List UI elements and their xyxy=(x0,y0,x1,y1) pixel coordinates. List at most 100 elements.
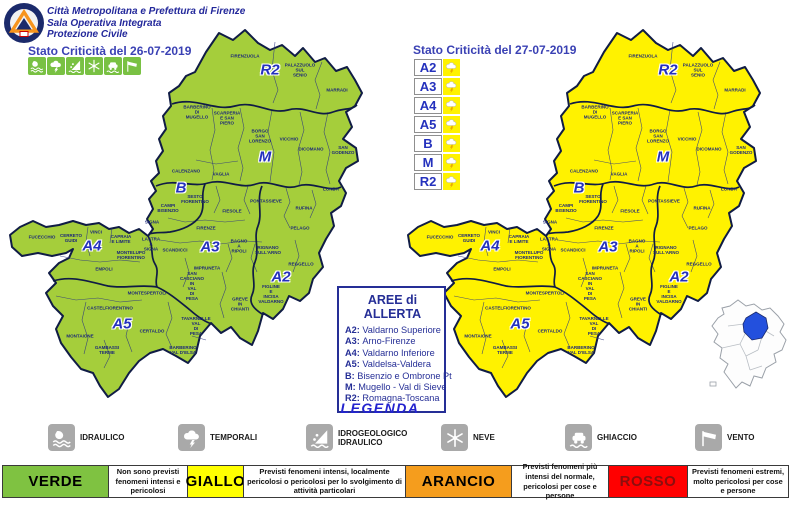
municipality-label: MONTAIONE xyxy=(66,333,94,339)
neve-icon xyxy=(88,59,100,73)
map-stato-criticita-27-07-2019: FIRENZUOLA PALAZZUOLO SUL SENIO MARRADI BAR… xyxy=(398,25,768,405)
alert-level-arancio: ARANCIO xyxy=(405,465,512,498)
hazard-box-idraulico xyxy=(28,57,46,75)
alert-level-rosso: ROSSO xyxy=(608,465,688,498)
alert-description-arancio: Previsti fenomeni più intensi del normal… xyxy=(511,462,609,500)
ghiaccio-icon-box xyxy=(565,424,592,451)
municipality-label: SCARPERIA E SAN PIERO xyxy=(213,110,241,126)
municipality-label: SESTO FIORENTINO xyxy=(181,194,209,204)
alert-level-giallo: GIALLO xyxy=(186,465,245,498)
protezione-civile-logo-icon xyxy=(3,2,45,44)
aree-item-A2: A2: Valdarno Superiore xyxy=(345,325,441,335)
municipality-label: GAMBASSI TERME xyxy=(492,345,518,355)
municipality-label: VINCI xyxy=(89,229,103,235)
municipality-label: BARBERINO DI MUGELLO xyxy=(581,104,609,120)
municipality-label: SAN CASCIANO IN VAL DI PESA xyxy=(577,271,603,301)
municipality-label: FIRENZUOLA xyxy=(628,53,658,59)
municipality-label: BORGO SAN LORENZO xyxy=(647,128,669,144)
idraulico-icon-box xyxy=(48,424,75,451)
zone-label-A4: A4 xyxy=(480,237,500,255)
aree-item-A5: A5: Valdelsa-Valdera xyxy=(345,359,431,370)
legend-label: NEVE xyxy=(473,433,495,442)
municipality-label: EMPOLI xyxy=(493,266,511,272)
municipality-label: MONTESPERTOLI xyxy=(127,290,167,296)
alert-scale-bar: VERDE Non sono previsti fenomeni intensi … xyxy=(2,462,789,500)
vento-icon xyxy=(701,430,716,446)
zone-label-A2: A2 xyxy=(669,268,689,286)
zone-hazard-cell-temporali xyxy=(443,59,460,76)
zone-label-R2: R2 xyxy=(260,61,280,79)
municipality-label: GREVE IN CHIANTI xyxy=(628,296,648,312)
zone-status-row-A4: A4 xyxy=(414,97,460,114)
municipality-label: FIGLINE E INCISA VALDARNO xyxy=(258,284,284,304)
temporali-icon xyxy=(446,176,457,188)
neve-icon-box xyxy=(441,424,468,451)
zone-hazard-cell-temporali xyxy=(443,135,460,152)
temporali-icon xyxy=(183,429,199,448)
municipality-label: BAGNO A RIPOLI xyxy=(230,238,248,254)
legend-label: TEMPORALI xyxy=(210,433,258,442)
zone-status-row-A2: A2 xyxy=(414,59,460,76)
municipality-label: CERTALDO xyxy=(139,328,165,334)
municipality-label: IMPRUNETA xyxy=(591,265,619,271)
municipality-label: PALAZZUOLO SUL SENIO xyxy=(682,62,714,78)
hazard-icon-row xyxy=(28,57,141,75)
hazard-box-idrogeologico xyxy=(66,57,84,75)
status-title-right: Stato Criticità del 27-07-2019 xyxy=(413,43,577,57)
status-title-left: Stato Criticità del 26-07-2019 xyxy=(28,44,192,58)
municipality-label: CERRETO GUIDI xyxy=(458,233,480,243)
zone-code: A3 xyxy=(414,78,442,95)
ghiaccio-icon xyxy=(569,432,588,448)
aree-item-R2: R2: Romagna-Toscana xyxy=(345,393,440,404)
zone-hazard-cell-temporali xyxy=(443,116,460,133)
municipality-label: CAPRAIA E LIMITE xyxy=(508,234,530,244)
alert-description-rosso: Previsti fenomeni estremi, molto pericol… xyxy=(687,465,789,498)
temporali-icon xyxy=(446,157,457,169)
zone-hazard-cell-temporali xyxy=(443,154,460,171)
zone-label-A3: A3 xyxy=(200,238,220,256)
zone-code: B xyxy=(414,135,442,152)
zone-label-M: M xyxy=(656,148,670,166)
org-line-3: Protezione Civile xyxy=(47,29,128,40)
municipality-label: FIGLINE E INCISA VALDARNO xyxy=(656,284,682,304)
municipality-label: IMPRUNETA xyxy=(193,265,221,271)
legend-label: IDROGEOLOGICO IDRAULICO xyxy=(338,428,408,447)
municipality-label: RIGNANO SULL'ARNO xyxy=(254,245,282,255)
hazard-box-neve xyxy=(85,57,103,75)
municipality-label: CASTELFIORENTINO xyxy=(87,305,133,311)
municipality-label: MARRADI xyxy=(326,87,348,93)
zone-label-M: M xyxy=(258,148,272,166)
aree-di-allerta-title: AREE di ALLERTA xyxy=(363,293,422,321)
municipality-label: CALENZANO xyxy=(171,168,201,174)
aree-di-allerta-list: A2: Valdarno Superiore A3: Arno-Firenze A4… xyxy=(345,325,452,405)
org-line-2: Sala Operativa Integrata xyxy=(47,17,162,29)
zone-code: A2 xyxy=(414,59,442,76)
hazard-box-vento xyxy=(123,57,141,75)
temporali-icon xyxy=(446,119,457,131)
municipality-label: DICOMANO xyxy=(696,146,722,152)
idrogeologico-icon xyxy=(310,429,329,448)
municipality-label: EMPOLI xyxy=(95,266,113,272)
ghiaccio-icon xyxy=(106,62,120,73)
municipality-label: TAVARNELLE VAL DI PESA xyxy=(579,316,609,336)
vento-icon xyxy=(127,61,137,72)
municipality-label: CERRETO GUIDI xyxy=(60,233,82,243)
municipality-label: DICOMANO xyxy=(298,146,324,152)
municipality-label: PALAZZUOLO SUL SENIO xyxy=(284,62,316,78)
aree-item-B: B: Bisenzio e Ombrone Pt xyxy=(345,370,452,381)
org-header: Città Metropolitana e Prefettura di Fire… xyxy=(47,6,245,41)
zone-code: M xyxy=(414,154,442,171)
zone-label-A3: A3 xyxy=(598,238,618,256)
idrogeologico-icon xyxy=(68,60,82,73)
municipality-label: BARBERINO VAL D'ELSA xyxy=(169,345,197,355)
municipality-label: FIRENZE xyxy=(594,225,614,231)
municipality-label: FIESOLE xyxy=(222,208,242,214)
neve-icon xyxy=(446,428,463,447)
hazard-box-temporali xyxy=(47,57,65,75)
municipality-label: CAPRAIA E LIMITE xyxy=(110,234,132,244)
map-stato-criticita-26-07-2019: FIRENZUOLA PALAZZUOLO SUL SENIO MARRADI BAR… xyxy=(0,25,370,405)
legend-item-temporali: TEMPORALI xyxy=(178,424,257,451)
municipality-label: RUFINA xyxy=(295,205,313,211)
municipality-label: SAN GODENZO xyxy=(331,145,355,155)
legend-item-ghiaccio: GHIACCIO xyxy=(565,424,637,451)
